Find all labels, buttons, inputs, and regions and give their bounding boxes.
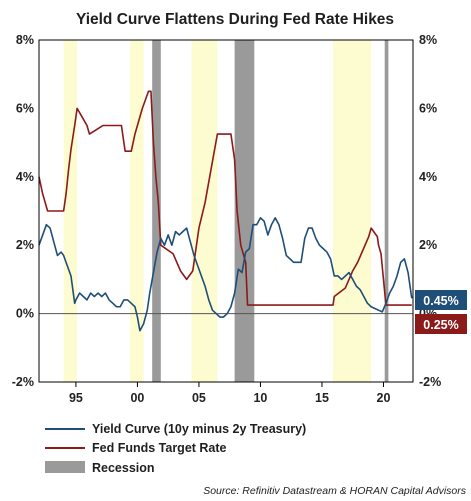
y-tick-right-2: 2%: [419, 238, 437, 252]
legend-label-fed-funds: Fed Funds Target Rate: [92, 441, 227, 455]
y-tick-left-5: 8%: [16, 33, 34, 47]
y-axis-right: -2%0%2%4%6%8%: [419, 33, 441, 389]
legend-label-recession: Recession: [92, 461, 155, 475]
y-tick-left-0: -2%: [12, 375, 34, 389]
yield-curve-end-badge-label: 0.45%: [423, 294, 458, 308]
recession-layer: [152, 40, 389, 382]
x-tick-label-4: 15: [315, 391, 329, 405]
hike-shading-layer: [63, 40, 372, 382]
hike-period-2: [191, 40, 218, 382]
y-axis-left: -2% 0% 2% 4% 6% 8%: [12, 33, 34, 389]
y-tick-right-3: 4%: [419, 170, 437, 184]
x-tick-label-0: 95: [69, 391, 83, 405]
fed-funds-end-badge-box: [415, 314, 467, 334]
y-tick-right-4: 6%: [419, 101, 437, 115]
fed-funds-end-badge-label: 0.25%: [423, 318, 458, 332]
end-value-badges: 0.45% 0.25%: [415, 290, 467, 334]
y-tick-right-0: -2%: [419, 375, 441, 389]
x-tick-label-1: 00: [130, 391, 144, 405]
y-tick-left-3: 4%: [16, 170, 34, 184]
x-tick-label-2: 05: [192, 391, 206, 405]
y-tick-left-2: 2%: [16, 238, 34, 252]
y-tick-right-5: 8%: [419, 33, 437, 47]
x-axis: 95 00 05 10 15 20: [69, 382, 391, 405]
plot-frame: [38, 39, 414, 383]
y-tick-left-1: 0%: [16, 307, 34, 321]
x-tick-label-3: 10: [253, 391, 267, 405]
legend: Yield Curve (10y minus 2y Treasury) Fed …: [45, 422, 306, 475]
yield-curve-end-badge-box: [415, 290, 467, 310]
x-tick-label-5: 20: [377, 391, 391, 405]
chart-title: Yield Curve Flattens During Fed Rate Hik…: [76, 11, 394, 28]
series-line-yield-curve: [38, 217, 413, 332]
recession-bar-2: [384, 40, 389, 382]
source-note: Source: Refinitiv Datastream & HORAN Cap…: [203, 485, 467, 497]
hike-period-0: [63, 40, 78, 382]
recession-bar-1: [234, 40, 255, 382]
series-line-fed-funds: [38, 90, 412, 306]
legend-swatch-recession: [45, 461, 85, 473]
y-tick-left-4: 6%: [16, 101, 34, 115]
hike-period-1: [130, 40, 144, 382]
legend-label-yield-curve: Yield Curve (10y minus 2y Treasury): [92, 422, 306, 436]
series-layer: [38, 90, 413, 332]
recession-bar-0: [152, 40, 161, 382]
hike-period-3: [333, 40, 372, 382]
